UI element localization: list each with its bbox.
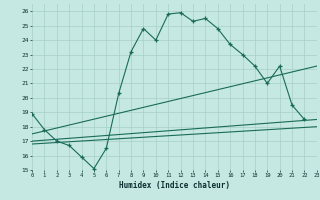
X-axis label: Humidex (Indice chaleur): Humidex (Indice chaleur) — [119, 181, 230, 190]
